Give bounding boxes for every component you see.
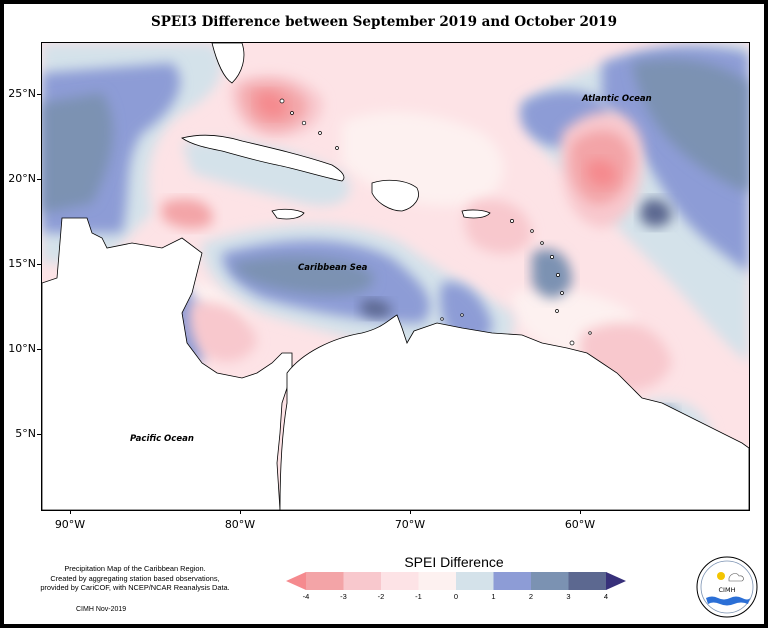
zone-positive-cuba — [182, 140, 350, 206]
lat-tick — [37, 179, 41, 180]
label-caribbean-sea: Caribbean Sea — [298, 263, 368, 273]
legend-tick-label: 4 — [603, 592, 609, 601]
land-jamaica — [271, 208, 305, 220]
legend-tick-label: 3 — [566, 592, 571, 601]
land-florida — [211, 43, 245, 84]
label-pacific-ocean: Pacific Ocean — [130, 434, 194, 444]
legend-tick-label: -3 — [340, 592, 347, 601]
lon-label-60w: 60°W — [564, 518, 596, 531]
legend-colorbar — [286, 572, 626, 590]
page-title: SPEI3 Difference between September 2019 … — [150, 14, 618, 30]
lon-label-90w: 90°W — [54, 518, 86, 531]
zone-positive-antilles — [532, 249, 572, 298]
legend-cell — [606, 572, 626, 590]
footnote: Precipitation Map of the Caribbean Regio… — [20, 564, 250, 593]
zone-positive-west — [42, 93, 113, 213]
lat-tick — [37, 349, 41, 350]
legend-cell — [286, 572, 306, 590]
zone-positive-northeast — [632, 59, 749, 193]
legend-cell — [343, 572, 382, 590]
map-panel: Atlantic Ocean Caribbean Sea Pacific Oce… — [41, 42, 750, 511]
lat-label-25n: 25°N — [8, 87, 36, 100]
legend-tick-label: -4 — [302, 592, 310, 601]
cimh-logo: CIMH — [696, 556, 758, 618]
legend-cell — [568, 572, 607, 590]
legend-cell — [493, 572, 532, 590]
zone-positive-caribbean — [232, 256, 374, 295]
lon-label-70w: 70°W — [394, 518, 426, 531]
lon-tick — [240, 510, 241, 514]
lat-label-20n: 20°N — [8, 172, 36, 185]
credit-text: CIMH Nov-2019 — [76, 606, 127, 613]
lon-tick — [410, 510, 411, 514]
footnote-line: Created by aggregating station based obs… — [50, 573, 220, 583]
land-south-america — [279, 314, 749, 510]
lon-label-80w: 80°W — [224, 518, 256, 531]
legend-tick-label: -1 — [415, 592, 422, 601]
lat-tick — [37, 264, 41, 265]
zone-negative-atlantic — [587, 159, 617, 187]
label-atlantic-ocean: Atlantic Ocean — [581, 94, 652, 104]
lat-label-10n: 10°N — [8, 342, 36, 355]
legend-tick-label: -2 — [377, 592, 385, 601]
lon-tick — [580, 510, 581, 514]
legend-cell — [456, 572, 494, 590]
lon-tick — [70, 510, 71, 514]
lat-label-5n: 5°N — [15, 427, 36, 440]
spei-difference-map: Atlantic Ocean Caribbean Sea Pacific Oce… — [42, 43, 749, 510]
land-central-america — [42, 217, 293, 510]
map-figure: SPEI3 Difference between September 2019 … — [4, 4, 764, 624]
legend-cell — [418, 572, 457, 590]
zone-positive-strong — [360, 299, 392, 318]
lat-tick — [37, 434, 41, 435]
legend-cell — [381, 572, 419, 590]
lat-label-15n: 15°N — [8, 257, 36, 270]
legend-tick-label: 0 — [453, 592, 459, 601]
legend-cell — [531, 572, 569, 590]
zone-negative-bahamas — [257, 91, 287, 118]
wave-icon — [706, 596, 750, 606]
footnote-line: Precipitation Map of the Caribbean Regio… — [64, 564, 206, 573]
lat-tick — [37, 94, 41, 95]
sun-icon — [717, 572, 725, 580]
small-islands — [279, 98, 592, 346]
footnote-line: provided by CariCOF, with NCEP/NCAR Rean… — [40, 583, 230, 593]
zone-negative-honduras — [162, 199, 213, 229]
land-hispaniola — [371, 179, 419, 212]
land-puerto-rico — [461, 209, 491, 219]
zone-positive-strong — [640, 198, 672, 227]
legend-title: SPEI Difference — [404, 554, 504, 570]
legend-tick-label: 1 — [491, 592, 496, 601]
legend-cell — [306, 572, 344, 590]
land-masses — [42, 43, 749, 510]
legend-tick-label: 2 — [528, 592, 534, 601]
logo-text: CIMH — [719, 586, 736, 594]
cloud-icon — [728, 573, 744, 582]
zone-negative-panama — [189, 302, 257, 362]
land-cuba — [181, 134, 345, 182]
